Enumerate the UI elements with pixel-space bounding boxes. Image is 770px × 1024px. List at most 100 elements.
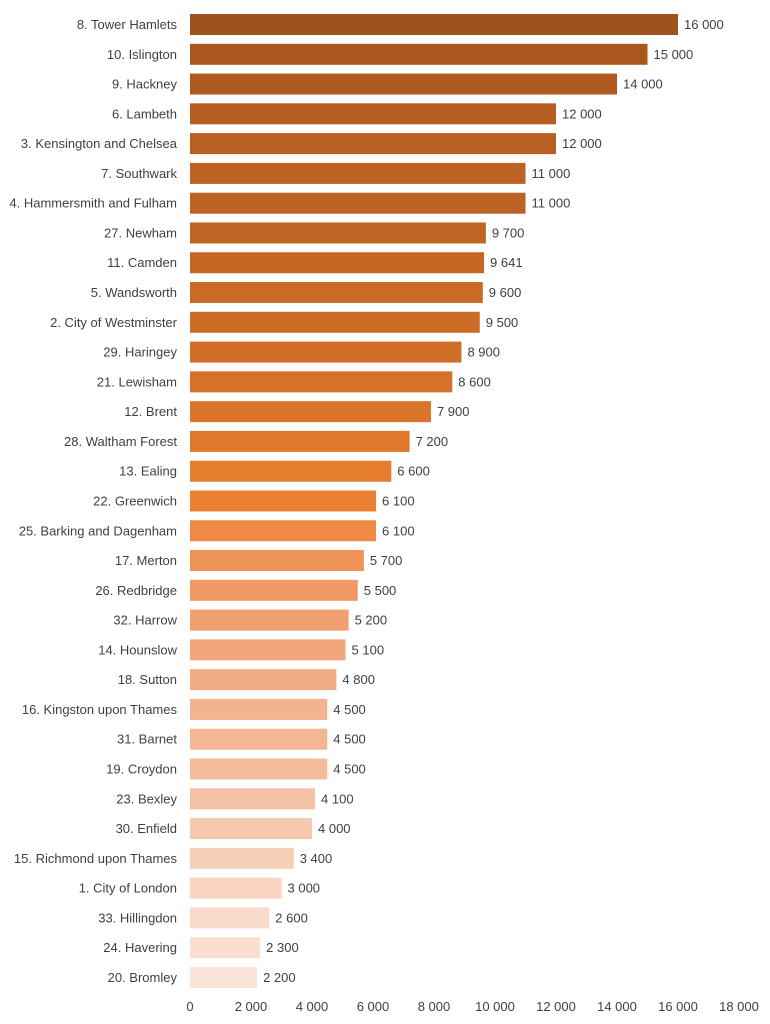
category-label: 1. City of London — [79, 881, 177, 896]
category-label: 27. Newham — [104, 225, 177, 240]
bar — [190, 162, 526, 184]
value-label: 5 200 — [355, 613, 388, 628]
value-label: 7 200 — [416, 434, 449, 449]
category-label: 20. Bromley — [108, 970, 178, 985]
category-label: 13. Ealing — [119, 464, 177, 479]
value-label: 11 000 — [532, 196, 571, 211]
category-label: 32. Harrow — [113, 613, 177, 628]
value-label: 5 500 — [364, 583, 397, 598]
value-label: 9 700 — [492, 225, 525, 240]
category-label: 30. Enfield — [116, 821, 177, 836]
x-tick-label: 2 000 — [235, 999, 268, 1014]
category-label: 33. Hillingdon — [98, 910, 177, 925]
bar — [190, 609, 349, 631]
category-label: 3. Kensington and Chelsea — [21, 136, 178, 151]
bar — [190, 103, 556, 125]
bar — [190, 698, 328, 720]
value-label: 16 000 — [684, 17, 724, 32]
x-tick-label: 16 000 — [658, 999, 698, 1014]
bar — [190, 937, 261, 959]
value-label: 15 000 — [654, 47, 694, 62]
category-label: 29. Haringey — [103, 345, 177, 360]
bar — [190, 43, 648, 65]
bar — [190, 490, 377, 512]
value-label: 9 600 — [489, 285, 522, 300]
value-label: 2 200 — [263, 970, 296, 985]
category-label: 2. City of Westminster — [50, 315, 178, 330]
value-label: 12 000 — [562, 136, 602, 151]
bar — [190, 430, 410, 452]
value-label: 9 500 — [486, 315, 519, 330]
x-tick-label: 12 000 — [536, 999, 576, 1014]
bar — [190, 847, 294, 869]
bar — [190, 907, 270, 929]
bar — [190, 282, 483, 304]
value-label: 3 000 — [288, 881, 321, 896]
x-tick-label: 6 000 — [357, 999, 390, 1014]
bar — [190, 222, 486, 244]
value-label: 4 500 — [333, 762, 366, 777]
category-label: 8. Tower Hamlets — [77, 17, 178, 32]
value-label: 12 000 — [562, 106, 602, 121]
bar — [190, 311, 480, 333]
bar — [190, 341, 462, 363]
x-tick-label: 10 000 — [475, 999, 515, 1014]
value-label: 2 600 — [275, 910, 308, 925]
bar — [190, 133, 556, 155]
category-label: 18. Sutton — [118, 672, 177, 687]
bar — [190, 14, 678, 35]
value-label: 6 100 — [382, 523, 415, 538]
category-label: 21. Lewisham — [97, 374, 177, 389]
category-label: 25. Barking and Dagenham — [19, 523, 177, 538]
category-label: 23. Bexley — [116, 791, 177, 806]
x-tick-label: 8 000 — [418, 999, 451, 1014]
bar — [190, 460, 392, 482]
category-label: 4. Hammersmith and Fulham — [9, 196, 177, 211]
bar — [190, 579, 358, 601]
category-label: 31. Barnet — [117, 732, 177, 747]
category-label: 16. Kingston upon Thames — [22, 702, 178, 717]
value-label: 4 100 — [321, 791, 354, 806]
value-label: 6 600 — [397, 464, 430, 479]
category-label: 22. Greenwich — [93, 493, 177, 508]
category-label: 9. Hackney — [112, 77, 178, 92]
bar — [190, 728, 328, 750]
category-label: 14. Hounslow — [98, 642, 177, 657]
category-label: 19. Croydon — [106, 762, 177, 777]
category-label: 6. Lambeth — [112, 106, 177, 121]
bar — [190, 818, 312, 840]
category-label: 26. Redbridge — [95, 583, 177, 598]
value-label: 7 900 — [437, 404, 470, 419]
category-label: 11. Camden — [107, 255, 177, 270]
value-label: 4 800 — [342, 672, 375, 687]
value-label: 11 000 — [532, 166, 571, 181]
value-label: 8 900 — [467, 345, 500, 360]
category-label: 7. Southwark — [101, 166, 177, 181]
value-label: 4 500 — [333, 702, 366, 717]
bars-group — [190, 14, 678, 988]
bar — [190, 192, 526, 214]
value-label: 14 000 — [623, 77, 663, 92]
category-labels-group: 8. Tower Hamlets 10. Islington 9. Hackney 6… — [9, 17, 177, 985]
category-label: 15. Richmond upon Thames — [14, 851, 178, 866]
value-label: 4 500 — [333, 732, 366, 747]
x-tick-label: 18 000 — [719, 999, 759, 1014]
category-label: 5. Wandsworth — [91, 285, 177, 300]
x-axis: 0 2 000 4 000 6 000 8 000 10 000 12 000 14 000 1… — [186, 999, 759, 1014]
bar — [190, 758, 328, 780]
bar — [190, 966, 258, 988]
value-label: 8 600 — [458, 374, 491, 389]
bar — [190, 371, 453, 393]
category-label: 17. Merton — [115, 553, 177, 568]
value-label: 2 300 — [266, 940, 299, 955]
value-labels-group: 16 000 15 000 14 000 12 000 12 000 11 000 11 0… — [263, 17, 724, 985]
category-label: 28. Waltham Forest — [64, 434, 177, 449]
bar — [190, 639, 346, 661]
value-label: 4 000 — [318, 821, 351, 836]
value-label: 6 100 — [382, 493, 415, 508]
x-tick-label: 14 000 — [597, 999, 637, 1014]
bar — [190, 520, 377, 542]
bar — [190, 788, 316, 810]
bar — [190, 252, 485, 274]
